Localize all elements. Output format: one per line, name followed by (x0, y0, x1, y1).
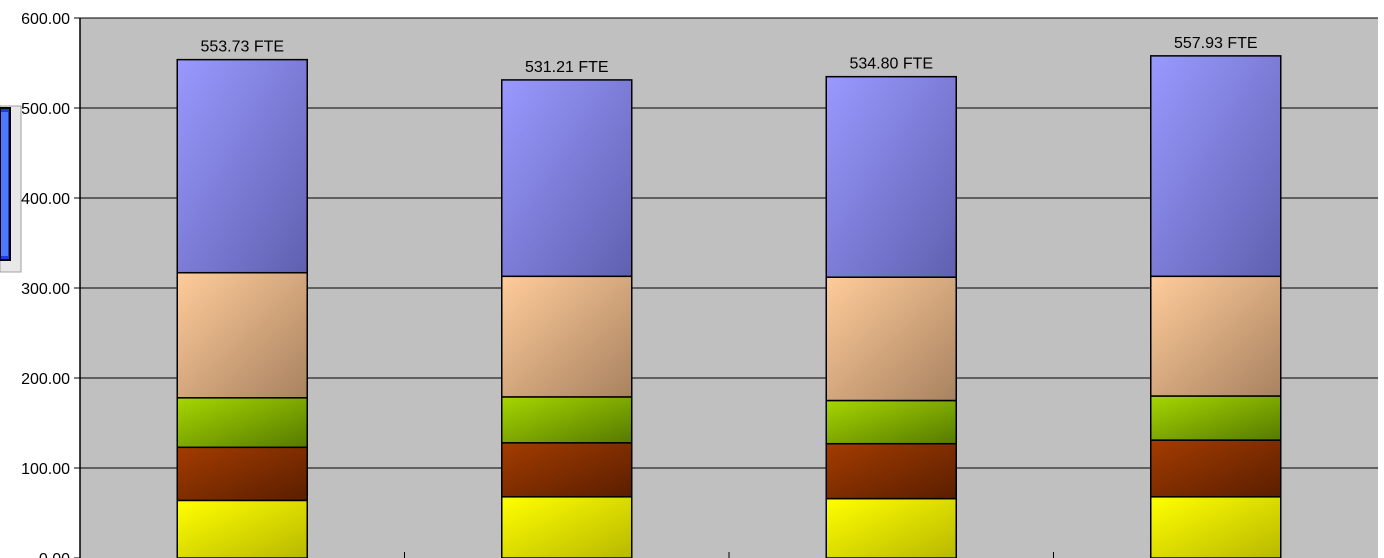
bars (176, 55, 1282, 558)
y-tick-label: 100.00 (21, 461, 70, 478)
bar-segment (825, 497, 957, 558)
y-axis-ticks: 0.00 100.00 200.00 300.00 400.00 500.00 600.00 (21, 11, 70, 558)
bar-segment (825, 75, 957, 278)
bar-segment (176, 271, 308, 399)
bar-segment (501, 442, 633, 498)
bar-segment (176, 58, 308, 274)
bar-segment (501, 396, 633, 444)
bar-segment (825, 442, 957, 500)
y-tick-label: 0.00 (39, 551, 70, 558)
bar-segment (825, 276, 957, 402)
bar-segment (1150, 395, 1282, 441)
total-labels: 553.73 FTE 531.21 FTE 534.80 FTE 557.93 FTE (200, 35, 1257, 76)
bar-segment (1150, 275, 1282, 397)
bar-total-label: 531.21 FTE (525, 59, 609, 76)
y-tick-label: 400.00 (21, 191, 70, 208)
legend-fragment (0, 105, 22, 273)
y-tick-label: 200.00 (21, 371, 70, 388)
bar-segment (176, 499, 308, 558)
bar-total-label: 553.73 FTE (200, 39, 284, 56)
bar-segment (501, 275, 633, 398)
bar-segment (1150, 55, 1282, 278)
bar-total-label: 534.80 FTE (849, 56, 933, 73)
bar-segment (176, 446, 308, 502)
bar-segment (176, 397, 308, 449)
y-tick-label: 600.00 (21, 11, 70, 28)
bar-total-label: 557.93 FTE (1174, 35, 1258, 52)
bar-segment (825, 399, 957, 445)
bar-segment (1150, 496, 1282, 558)
bar-segment (501, 79, 633, 278)
y-tick-label: 300.00 (21, 281, 70, 298)
bar-segment (501, 496, 633, 558)
y-tick-label: 500.00 (21, 101, 70, 118)
bar-segment (1150, 439, 1282, 498)
